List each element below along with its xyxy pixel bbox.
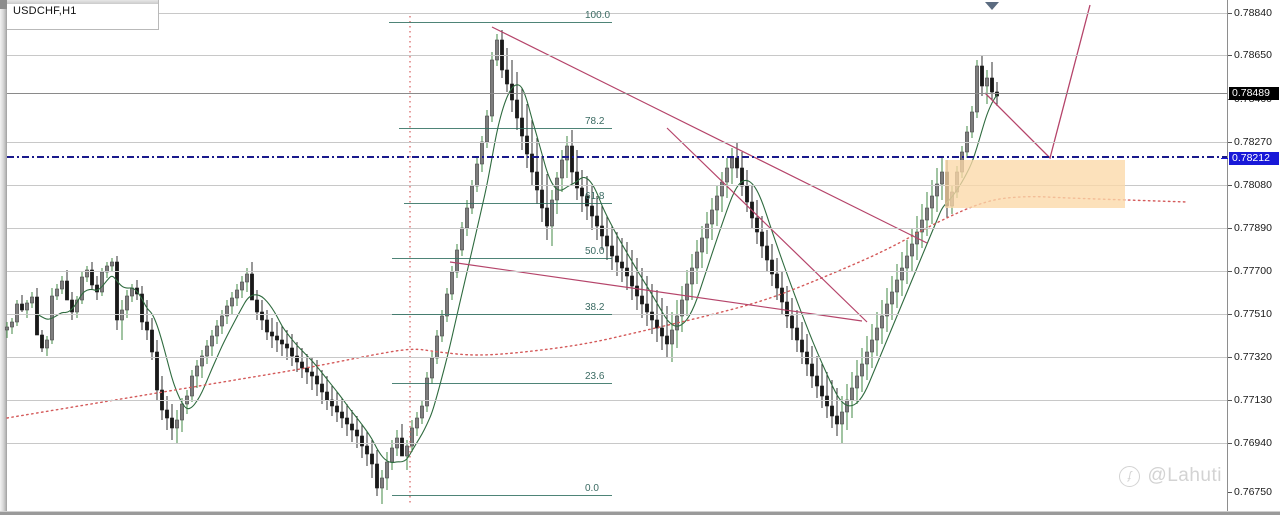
symbol-label: USDCHF,H1: [13, 5, 77, 17]
horizontal-gridline: [7, 13, 1228, 14]
price-tick-dash: [1228, 492, 1232, 493]
price-tick: 0.78080: [1228, 179, 1280, 192]
fib-level-label: 23.6: [585, 371, 605, 382]
watermark-text: @Lahuti: [1147, 465, 1222, 486]
price-scale[interactable]: 0.788400.786500.784600.782700.780800.778…: [1221, 0, 1280, 515]
horizontal-gridline: [7, 271, 1228, 272]
price-tick-label: 0.77890: [1234, 222, 1272, 234]
price-tick: 0.77510: [1228, 308, 1280, 321]
price-tick-label: 0.77130: [1234, 394, 1272, 406]
projection-path-bullish: [984, 4, 1091, 160]
price-tick-dash: [1228, 13, 1232, 14]
bid-price-badge: 0.78489: [1229, 87, 1279, 100]
window-bottom-border: [0, 512, 1280, 515]
price-tick-dash: [1228, 357, 1232, 358]
price-tick-label: 0.76940: [1234, 437, 1272, 449]
alert-price-pointer: [1221, 158, 1228, 159]
price-tick-label: 0.78080: [1234, 179, 1272, 191]
price-tick-dash: [1228, 228, 1232, 229]
fib-level-line: [399, 128, 612, 129]
alert-level-line: [7, 156, 1228, 158]
price-tick-label: 0.78650: [1234, 49, 1272, 61]
descending-trendline-inner: [666, 127, 868, 323]
horizontal-gridline: [7, 400, 1228, 401]
watermark: ʄ @Lahuti: [1119, 465, 1222, 487]
price-tick: 0.77130: [1228, 394, 1280, 407]
horizontal-gridline: [7, 55, 1228, 56]
fib-level-line: [404, 203, 612, 204]
scrollbar-thumb[interactable]: [0, 0, 7, 9]
fib-level-label: 38.2: [585, 302, 605, 313]
fib-level-line: [392, 258, 612, 259]
horizontal-gridline: [7, 357, 1228, 358]
horizontal-gridline: [7, 228, 1228, 229]
price-tick-label: 0.77700: [1234, 265, 1272, 277]
symbol-label-box: USDCHF,H1: [7, 0, 159, 30]
price-tick: 0.77320: [1228, 351, 1280, 364]
price-tick-dash: [1228, 314, 1232, 315]
supply-demand-zone[interactable]: [945, 160, 1125, 208]
descending-trendline-upper: [491, 26, 928, 244]
chart-vector-layer: [5, 4, 1188, 505]
price-tick: 0.78840: [1228, 7, 1280, 20]
price-tick-dash: [1228, 55, 1232, 56]
chart-top-marker-icon: [985, 2, 999, 10]
symbol-box-titlebar: [7, 0, 158, 4]
price-scale-divider: [1227, 0, 1228, 515]
fib-level-label: 61.8: [585, 191, 605, 202]
price-tick: 0.76940: [1228, 437, 1280, 450]
price-tick-dash: [1228, 443, 1232, 444]
price-tick-label: 0.78270: [1234, 136, 1272, 148]
fib-level-label: 0.0: [585, 483, 599, 494]
fib-level-line: [392, 383, 612, 384]
price-tick: 0.78650: [1228, 49, 1280, 62]
candlestick-series: [5, 30, 999, 504]
price-tick-label: 0.76750: [1234, 486, 1272, 498]
chart-plot-area[interactable]: 100.0 78.2 61.8 50.0 38.2 23.6 0.0: [5, 0, 1228, 515]
vertical-scrollbar[interactable]: [0, 0, 7, 515]
horizontal-gridline: [7, 314, 1228, 315]
fib-level-label: 100.0: [585, 10, 611, 21]
horizontal-gridline: [7, 443, 1228, 444]
price-tick-label: 0.77320: [1234, 351, 1272, 363]
fib-level-line: [392, 314, 612, 315]
lahuti-logo-icon: ʄ: [1119, 465, 1141, 487]
window-bottom-highlight: [0, 511, 1280, 512]
moving-average-fast: [36, 84, 998, 464]
price-tick: 0.77700: [1228, 265, 1280, 278]
fib-level-label: 50.0: [585, 246, 605, 257]
fib-level-label: 78.2: [585, 116, 605, 127]
price-tick-dash: [1228, 185, 1232, 186]
horizontal-gridline: [7, 142, 1228, 143]
price-tick: 0.78270: [1228, 136, 1280, 149]
horizontal-gridline: [7, 185, 1228, 186]
alert-price-badge: 0.78212: [1229, 152, 1279, 165]
price-tick-label: 0.78840: [1234, 7, 1272, 19]
fib-level-line: [389, 22, 612, 23]
price-tick-dash: [1228, 400, 1232, 401]
bid-price-line: [7, 93, 1228, 94]
price-tick-dash: [1228, 271, 1232, 272]
price-tick: 0.76750: [1228, 486, 1280, 499]
price-tick-dash: [1228, 142, 1232, 143]
price-tick-label: 0.77510: [1234, 308, 1272, 320]
price-tick: 0.77890: [1228, 222, 1280, 235]
fib-level-line: [392, 495, 612, 496]
